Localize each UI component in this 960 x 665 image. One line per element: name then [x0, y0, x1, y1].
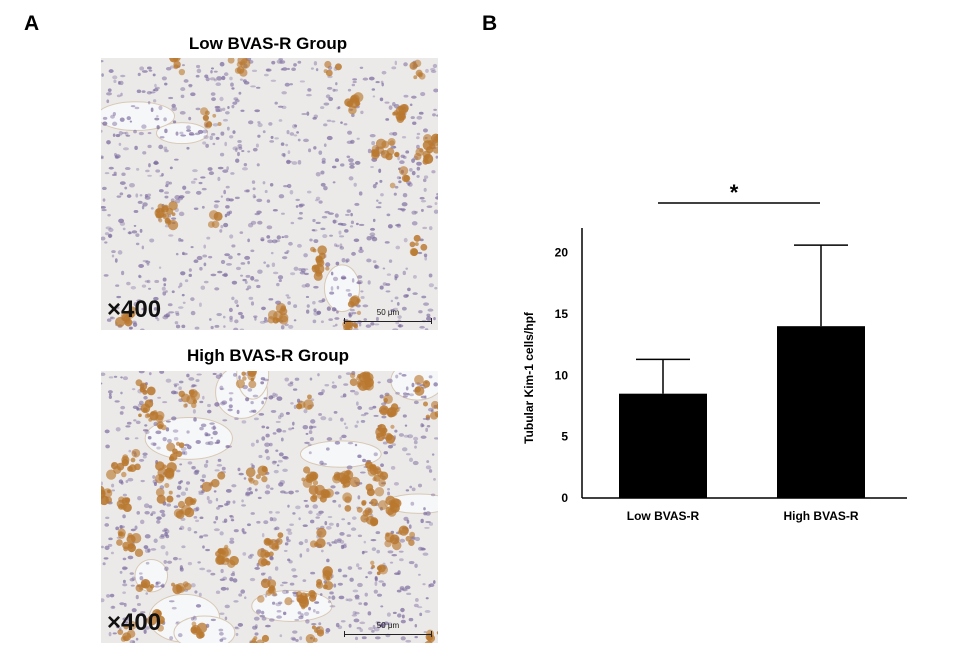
bar-chart: 0 5 10 15 20 Tubular Kim-1 cells/hpf Low BVAS-… [522, 180, 907, 523]
scale-bar-line [344, 318, 432, 324]
magnification-label: ×400 [107, 609, 162, 636]
panel-a-label: A [24, 12, 40, 35]
bar [777, 326, 865, 498]
y-tick-label: 5 [561, 430, 568, 444]
high-group-title: High BVAS-R Group [186, 346, 350, 365]
magnification-label: ×400 [107, 296, 162, 323]
bar [619, 393, 707, 498]
scale-bar: 50 μm [344, 308, 432, 324]
scale-bar-label: 50 μm [376, 621, 400, 630]
micrograph-image-low [101, 58, 438, 330]
y-axis-label: Tubular Kim-1 cells/hpf [522, 311, 536, 444]
micrograph-image-high [101, 371, 438, 643]
scale-bar-line [344, 631, 432, 637]
y-tick-label: 0 [561, 491, 568, 505]
scale-bar-label: 50 μm [376, 308, 400, 317]
y-tick-label: 10 [555, 368, 569, 382]
scale-bar: 50 μm [344, 621, 432, 637]
y-tick-label: 15 [555, 307, 569, 321]
panel-b-label: B [482, 12, 498, 35]
low-group-micrograph: ×400 50 μm [101, 58, 438, 330]
significance-star: * [730, 180, 739, 205]
high-group-micrograph: ×400 50 μm [101, 371, 438, 643]
x-tick-label: Low BVAS-R [627, 509, 700, 523]
x-tick-label: High BVAS-R [783, 509, 858, 523]
y-tick-label: 20 [555, 246, 569, 260]
low-group-title: Low BVAS-R Group [188, 34, 348, 53]
